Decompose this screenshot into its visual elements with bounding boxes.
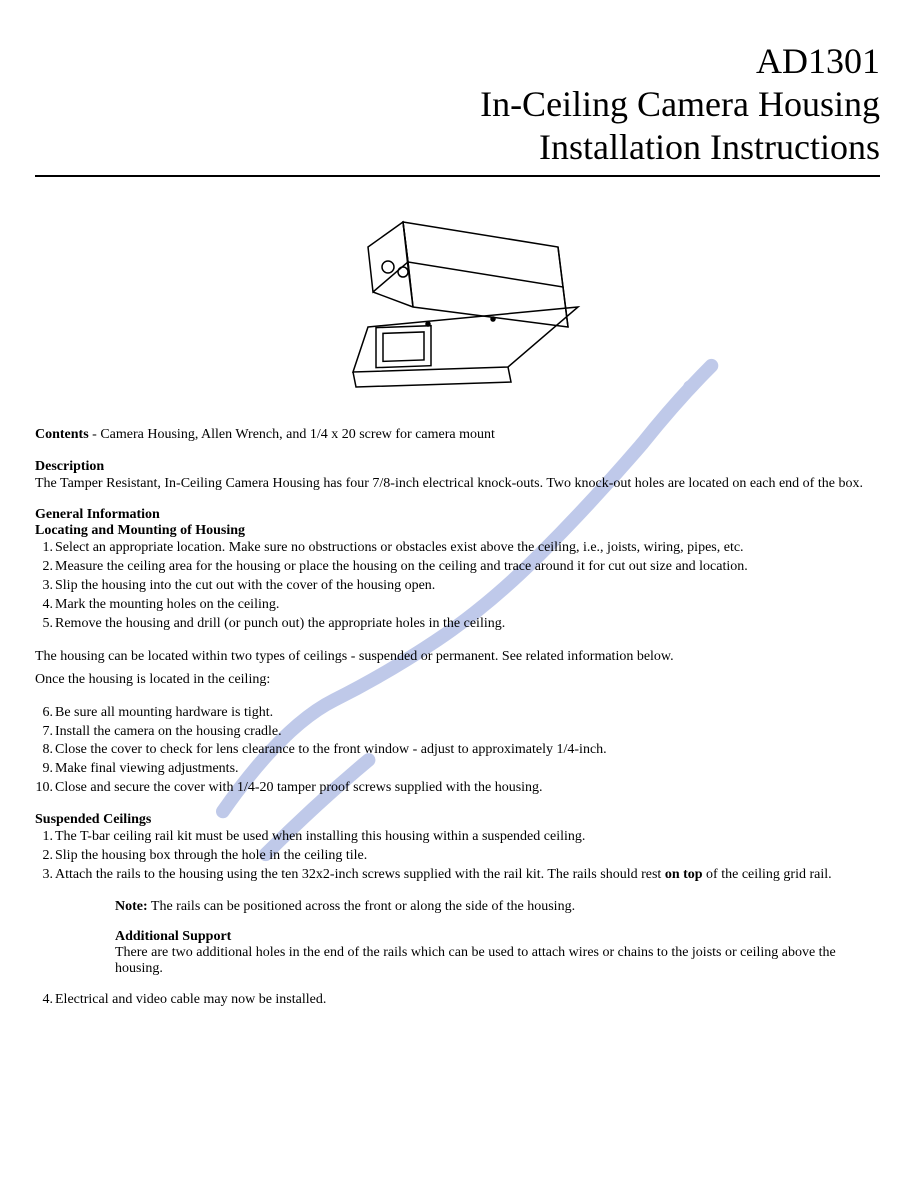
list-item: 2.Slip the housing box through the hole … <box>55 847 880 866</box>
list-item: 3.Attach the rails to the housing using … <box>55 866 880 885</box>
description-title: Description <box>35 459 880 475</box>
header-rule <box>35 175 880 177</box>
additional-title: Additional Support <box>115 929 880 945</box>
title-line-2: In-Ceiling Camera Housing <box>35 83 880 126</box>
suspended-step4-list: 4.Electrical and video cable may now be … <box>35 991 880 1010</box>
title-line-1: AD1301 <box>35 40 880 83</box>
list-item: 1.Select an appropriate location. Make s… <box>55 539 880 558</box>
additional-text: There are two additional holes in the en… <box>115 945 880 977</box>
steps-list-2: 6.Be sure all mounting hardware is tight… <box>35 704 880 798</box>
list-item: 8.Close the cover to check for lens clea… <box>55 741 880 760</box>
suspended-title: Suspended Ceilings <box>35 812 880 828</box>
list-item: 3.Slip the housing into the cut out with… <box>55 577 880 596</box>
description-text: The Tamper Resistant, In-Ceiling Camera … <box>35 475 880 494</box>
document-header: AD1301 In-Ceiling Camera Housing Install… <box>35 40 880 177</box>
contents-line: Contents - Camera Housing, Allen Wrench,… <box>35 427 880 443</box>
steps-continue-section: 6.Be sure all mounting hardware is tight… <box>35 704 880 798</box>
steps-list-1: 1.Select an appropriate location. Make s… <box>35 539 880 633</box>
locating-title: Locating and Mounting of Housing <box>35 523 880 539</box>
note-text: The rails can be positioned across the f… <box>148 899 575 914</box>
contents-text: - Camera Housing, Allen Wrench, and 1/4 … <box>89 427 495 442</box>
list-item: 2.Measure the ceiling area for the housi… <box>55 558 880 577</box>
general-info-section: General Information Locating and Mountin… <box>35 507 880 633</box>
mid-paragraph-1: The housing can be located within two ty… <box>35 648 880 667</box>
description-section: Description The Tamper Resistant, In-Cei… <box>35 459 880 494</box>
mid-paragraph-2: Once the housing is located in the ceili… <box>35 671 880 690</box>
note-label: Note: <box>115 899 148 914</box>
list-item: 10.Close and secure the cover with 1/4-2… <box>55 779 880 798</box>
suspended-steps: 1.The T-bar ceiling rail kit must be use… <box>35 828 880 885</box>
suspended-section: Suspended Ceilings 1.The T-bar ceiling r… <box>35 812 880 885</box>
list-item: 4.Mark the mounting holes on the ceiling… <box>55 596 880 615</box>
list-item: 5.Remove the housing and drill (or punch… <box>55 615 880 634</box>
additional-support-block: Additional Support There are two additio… <box>115 929 880 977</box>
list-item: 6.Be sure all mounting hardware is tight… <box>55 704 880 723</box>
list-item: 1.The T-bar ceiling rail kit must be use… <box>55 828 880 847</box>
housing-diagram <box>35 192 880 407</box>
list-item: 4.Electrical and video cable may now be … <box>55 991 880 1010</box>
note-block: Note: The rails can be positioned across… <box>115 899 880 915</box>
contents-label: Contents <box>35 427 89 442</box>
general-info-title: General Information <box>35 507 880 523</box>
list-item: 9.Make final viewing adjustments. <box>55 760 880 779</box>
title-line-3: Installation Instructions <box>35 126 880 169</box>
list-item: 7.Install the camera on the housing crad… <box>55 723 880 742</box>
